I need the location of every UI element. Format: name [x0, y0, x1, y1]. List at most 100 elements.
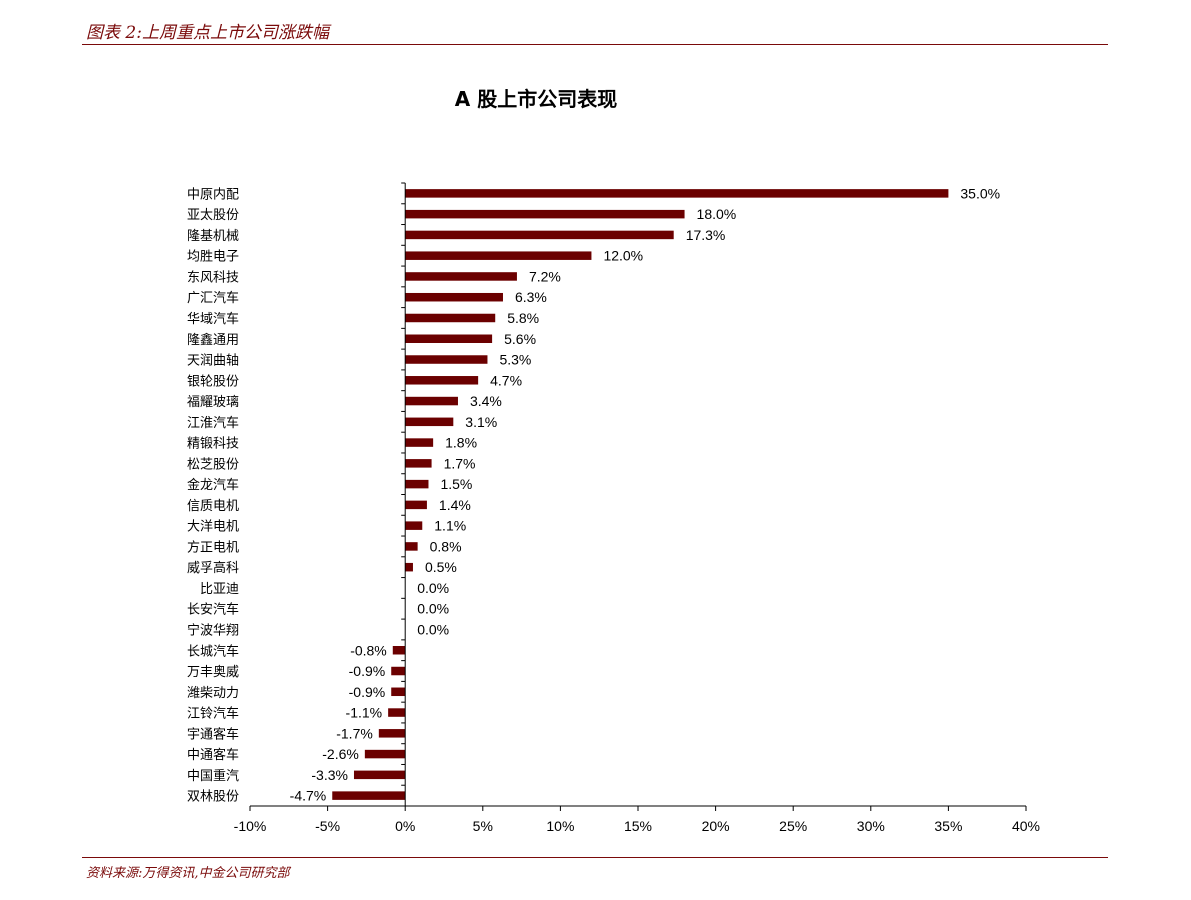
category-label: 宁波华翔 [187, 622, 239, 638]
bar [405, 355, 488, 364]
value-tick-label: 10% [546, 818, 574, 834]
value-label: 4.7% [490, 372, 522, 388]
value-label: -3.3% [311, 767, 348, 783]
bar [405, 562, 413, 572]
bar [405, 209, 685, 219]
bar [405, 542, 418, 551]
value-label: -0.8% [350, 642, 387, 658]
bottom-rule [82, 857, 1108, 858]
value-label: 3.1% [465, 414, 497, 430]
bar [378, 729, 406, 738]
value-label: -1.1% [346, 705, 383, 721]
category-label: 隆基机械 [187, 229, 239, 244]
chart-title: A 股上市公司表现 [455, 87, 617, 111]
bar [405, 376, 479, 385]
bar [391, 687, 406, 697]
value-label: 1.4% [439, 497, 471, 513]
value-label: -0.9% [349, 663, 386, 679]
category-label: 华域汽车 [187, 311, 239, 327]
category-label: 广汇汽车 [187, 290, 239, 306]
bar [405, 396, 458, 406]
value-label: 5.6% [504, 331, 536, 347]
value-label: 1.7% [444, 455, 476, 471]
category-label: 长安汽车 [187, 602, 239, 618]
value-label: 1.8% [445, 435, 477, 451]
bar [405, 459, 432, 468]
category-label: 信质电机 [187, 499, 239, 514]
bar [405, 438, 434, 447]
value-label: 5.3% [499, 352, 531, 368]
value-label: 35.0% [960, 185, 1000, 201]
value-tick-label: 35% [934, 818, 962, 834]
value-label: 5.8% [507, 310, 539, 326]
bars-group [332, 189, 949, 800]
figure-caption: 图表 2:上周重点上市公司涨跌幅 [86, 23, 329, 43]
value-tick-label: 25% [779, 818, 807, 834]
source-note: 资料来源:万得资讯,中金公司研究部 [86, 866, 290, 881]
value-label: 6.3% [515, 289, 547, 305]
category-label: 天润曲轴 [187, 354, 239, 369]
category-label: 中原内配 [187, 186, 239, 202]
value-label: 0.0% [417, 621, 449, 637]
value-label: 0.0% [417, 580, 449, 596]
bar [388, 708, 406, 717]
category-label: 福耀玻璃 [187, 395, 239, 410]
category-label: 金龙汽车 [187, 477, 239, 493]
category-label: 万丰奥威 [187, 665, 239, 680]
category-label: 江淮汽车 [187, 415, 239, 431]
category-label: 中通客车 [187, 747, 239, 763]
value-tick-label: 5% [473, 818, 493, 834]
value-label: 1.1% [434, 518, 466, 534]
category-label: 长城汽车 [187, 643, 239, 659]
value-label: -4.7% [290, 788, 327, 804]
bar [332, 791, 406, 800]
value-label: 18.0% [697, 206, 737, 222]
bar [391, 666, 406, 676]
category-label: 均胜电子 [187, 250, 239, 265]
bar [405, 251, 592, 260]
category-label: 松芝股份 [187, 456, 239, 472]
bar [405, 313, 496, 323]
bar [353, 770, 406, 780]
bar [364, 749, 406, 759]
value-label: 0.0% [417, 601, 449, 617]
value-label: 3.4% [470, 393, 502, 409]
top-rule [82, 44, 1108, 45]
value-tick-label: 15% [624, 818, 652, 834]
category-label: 潍柴动力 [187, 686, 239, 701]
value-label: -0.9% [349, 684, 386, 700]
value-label: -1.7% [336, 725, 373, 741]
category-label: 隆鑫通用 [187, 332, 239, 348]
value-tick-label: 0% [395, 818, 415, 834]
category-label: 江铃汽车 [187, 706, 239, 722]
category-label: 双林股份 [187, 790, 239, 805]
bar [405, 189, 949, 198]
value-label: 0.8% [430, 538, 462, 554]
category-label: 中国重汽 [187, 768, 239, 784]
category-label: 大洋电机 [187, 520, 239, 535]
value-tick-label: -10% [234, 818, 267, 834]
value-tick-label: 30% [857, 818, 885, 834]
value-label: 7.2% [529, 268, 561, 284]
value-tick-label: 20% [702, 818, 730, 834]
value-label: 12.0% [603, 248, 643, 264]
bar [405, 417, 454, 427]
bar [392, 646, 406, 655]
category-label: 东风科技 [187, 270, 239, 285]
axes-group [249, 182, 1027, 811]
value-label: -2.6% [322, 746, 359, 762]
bar [405, 500, 427, 510]
category-label: 精锻科技 [187, 437, 239, 452]
value-label: 1.5% [440, 476, 472, 492]
value-tick-label: -5% [315, 818, 340, 834]
bar [405, 479, 429, 489]
bar [405, 292, 503, 302]
category-label: 宇通客车 [187, 726, 239, 742]
category-label: 威孚高科 [187, 560, 239, 576]
category-label: 银轮股份 [187, 374, 239, 389]
labels-group: 35.0% 中原内配 18.0% 亚太股份 17.3% 隆基机械 12.0% 均胜电子 7.2%… [187, 185, 1040, 834]
bar [405, 334, 493, 343]
bar [405, 521, 423, 530]
category-label: 亚太股份 [187, 208, 239, 223]
